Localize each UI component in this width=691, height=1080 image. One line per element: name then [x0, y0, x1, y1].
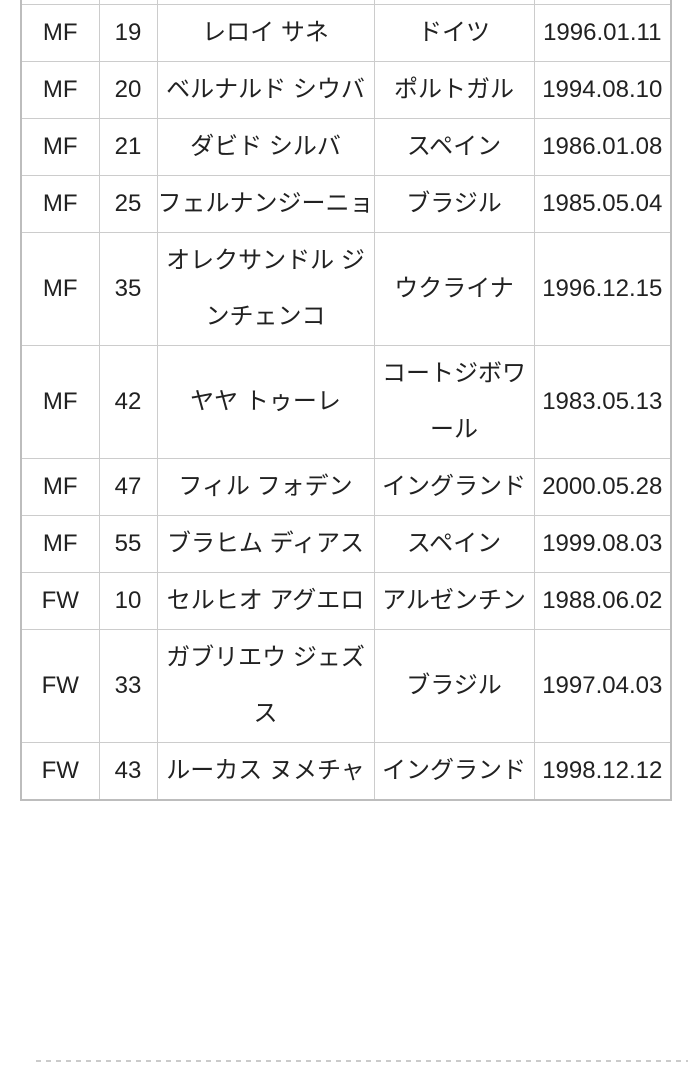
table-row: MF 20 ベルナルド シウバ ポルトガル 1994.08.10 [20, 61, 672, 119]
table-row: MF 47 フィル フォデン イングランド 2000.05.28 [20, 458, 672, 516]
position-cell: MF [20, 515, 100, 573]
birthdate-cell: 1985.05.04 [533, 175, 672, 233]
birthdate-cell: 1998.12.12 [533, 742, 672, 801]
nationality-cell: スペイン [373, 515, 535, 573]
birthdate-cell: 1986.01.08 [533, 118, 672, 176]
table-row: FW 33 ガブリエウ ジェズス ブラジル 1997.04.03 [20, 629, 672, 743]
position-cell: FW [20, 629, 100, 743]
nationality-cell: イングランド [373, 458, 535, 516]
number-cell: 10 [98, 572, 158, 630]
name-cell: オレクサンドル ジンチェンコ [156, 232, 375, 346]
table-row: MF 35 オレクサンドル ジンチェンコ ウクライナ 1996.12.15 [20, 232, 672, 346]
position-cell: MF [20, 458, 100, 516]
nationality-cell: アルゼンチン [373, 572, 535, 630]
number-cell: 55 [98, 515, 158, 573]
nationality-cell: ドイツ [373, 4, 535, 62]
number-cell: 33 [98, 629, 158, 743]
number-cell: 20 [98, 61, 158, 119]
nationality-cell: ブラジル [373, 629, 535, 743]
table-row: MF 25 フェルナンジーニョ ブラジル 1985.05.04 [20, 175, 672, 233]
dashed-divider [36, 1060, 688, 1062]
nationality-cell: ポルトガル [373, 61, 535, 119]
name-cell: ダビド シルバ [156, 118, 375, 176]
number-cell: 19 [98, 4, 158, 62]
nationality-cell: イングランド [373, 742, 535, 801]
position-cell: FW [20, 572, 100, 630]
number-cell: 47 [98, 458, 158, 516]
name-cell: レロイ サネ [156, 4, 375, 62]
position-cell: FW [20, 742, 100, 801]
name-cell: ヤヤ トゥーレ [156, 345, 375, 459]
position-cell: MF [20, 4, 100, 62]
squad-table-body: MF 19 レロイ サネ ドイツ 1996.01.11 MF 20 ベルナルド シウバ ポルトガ… [20, 0, 672, 801]
table-viewport: MF 19 レロイ サネ ドイツ 1996.01.11 MF 20 ベルナルド シウバ ポルトガ… [20, 0, 672, 1057]
birthdate-cell: 1997.04.03 [533, 629, 672, 743]
name-cell: ガブリエウ ジェズス [156, 629, 375, 743]
birthdate-cell: 2000.05.28 [533, 458, 672, 516]
number-cell: 35 [98, 232, 158, 346]
position-cell: MF [20, 118, 100, 176]
table-row: MF 42 ヤヤ トゥーレ コートジボワール 1983.05.13 [20, 345, 672, 459]
table-row: FW 10 セルヒオ アグエロ アルゼンチン 1988.06.02 [20, 572, 672, 630]
number-cell: 25 [98, 175, 158, 233]
number-cell: 42 [98, 345, 158, 459]
birthdate-cell: 1996.01.11 [533, 4, 672, 62]
position-cell: MF [20, 61, 100, 119]
position-cell: MF [20, 345, 100, 459]
nationality-cell: スペイン [373, 118, 535, 176]
birthdate-cell: 1996.12.15 [533, 232, 672, 346]
squad-table: MF 19 レロイ サネ ドイツ 1996.01.11 MF 20 ベルナルド シウバ ポルトガ… [20, 0, 672, 801]
position-cell: MF [20, 232, 100, 346]
birthdate-cell: 1999.08.03 [533, 515, 672, 573]
table-row: MF 21 ダビド シルバ スペイン 1986.01.08 [20, 118, 672, 176]
birthdate-cell: 1983.05.13 [533, 345, 672, 459]
name-cell: ブラヒム ディアス [156, 515, 375, 573]
name-cell: フィル フォデン [156, 458, 375, 516]
name-cell: ルーカス ヌメチャ [156, 742, 375, 801]
position-cell: MF [20, 175, 100, 233]
table-row: MF 19 レロイ サネ ドイツ 1996.01.11 [20, 4, 672, 62]
name-cell: フェルナンジーニョ [156, 175, 375, 233]
nationality-cell: ブラジル [373, 175, 535, 233]
table-row: FW 43 ルーカス ヌメチャ イングランド 1998.12.12 [20, 742, 672, 801]
name-cell: ベルナルド シウバ [156, 61, 375, 119]
birthdate-cell: 1994.08.10 [533, 61, 672, 119]
table-row: MF 55 ブラヒム ディアス スペイン 1999.08.03 [20, 515, 672, 573]
number-cell: 43 [98, 742, 158, 801]
nationality-cell: コートジボワール [373, 345, 535, 459]
name-cell: セルヒオ アグエロ [156, 572, 375, 630]
nationality-cell: ウクライナ [373, 232, 535, 346]
number-cell: 21 [98, 118, 158, 176]
birthdate-cell: 1988.06.02 [533, 572, 672, 630]
